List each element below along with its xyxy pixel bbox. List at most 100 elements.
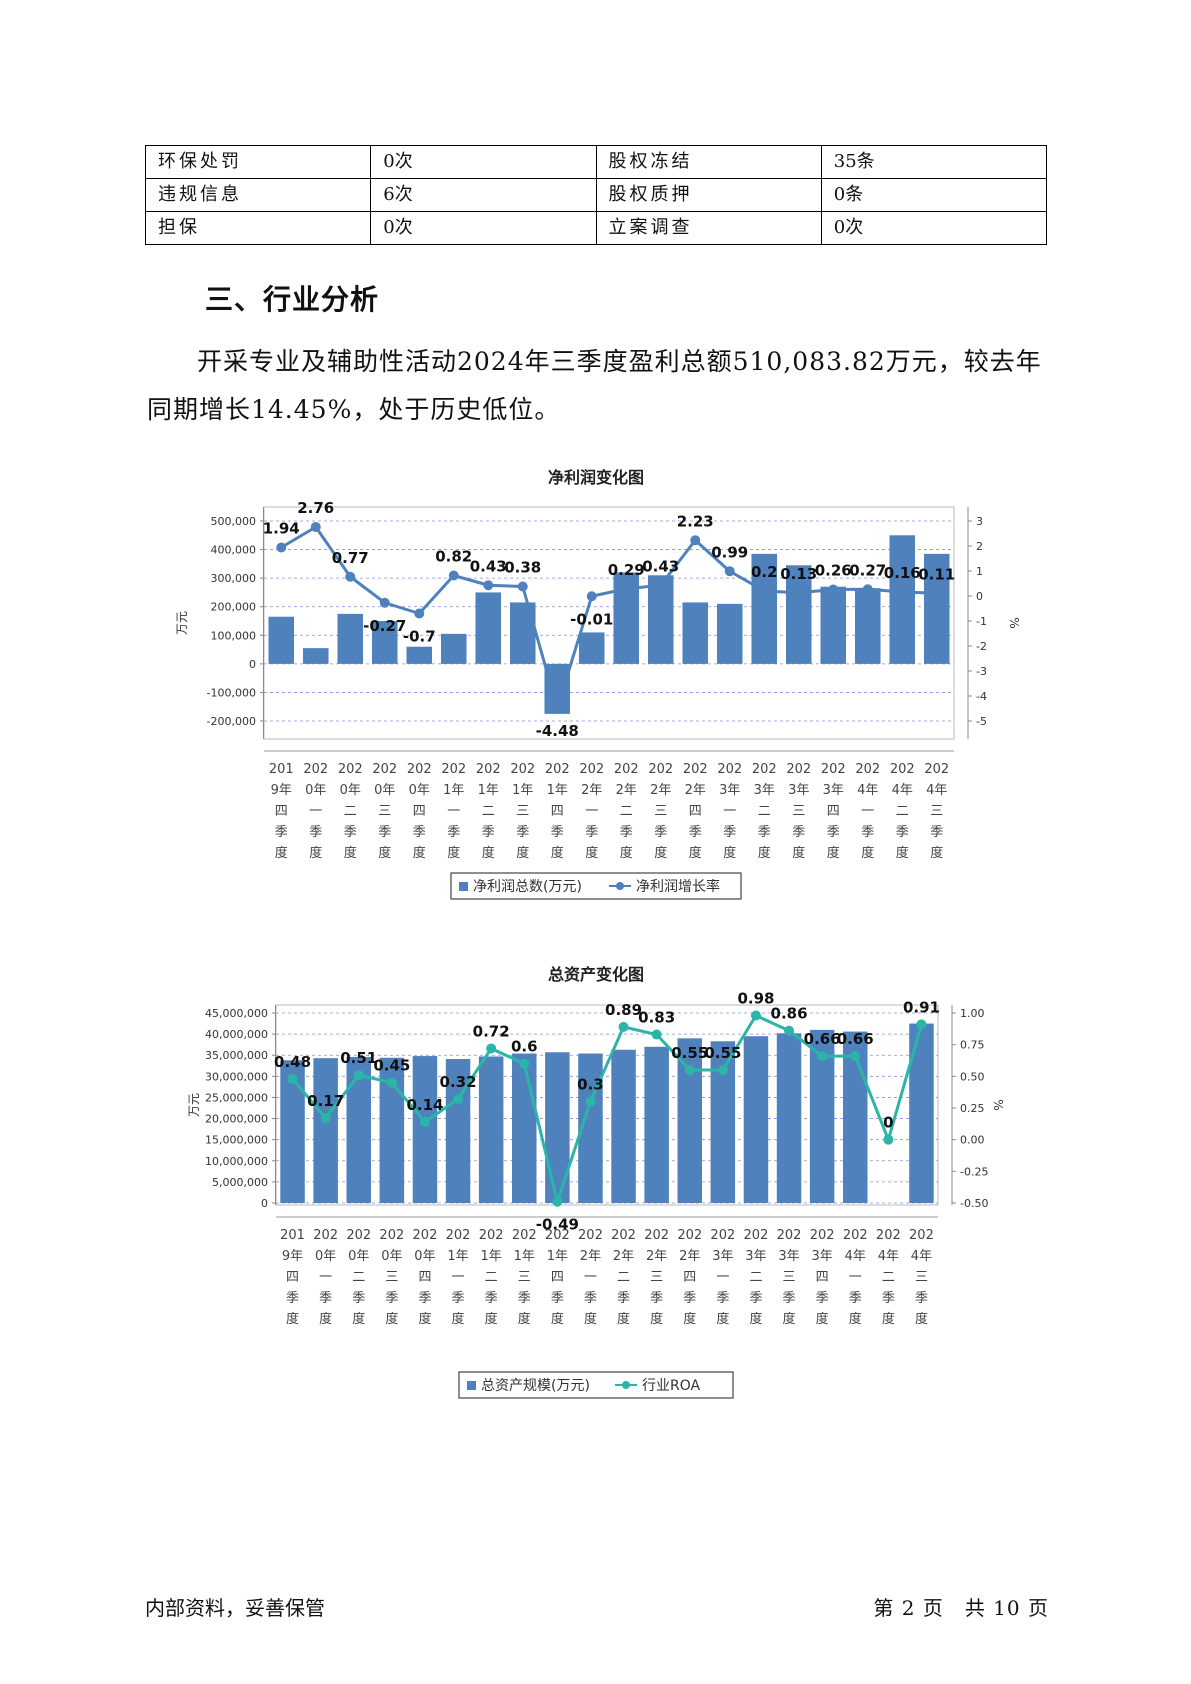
x-tick-label-line: 0年 bbox=[315, 1249, 336, 1264]
y-tick-label: 300,000 bbox=[211, 572, 257, 585]
bar bbox=[478, 1056, 504, 1203]
x-tick-label-line: 季 bbox=[783, 1291, 796, 1306]
x-tick-label-line: 度 bbox=[683, 1311, 696, 1327]
x-tick-label-line: 季 bbox=[827, 825, 840, 840]
y2-tick-label: 0.75 bbox=[960, 1039, 985, 1052]
x-tick-label-line: 四 bbox=[816, 1270, 829, 1285]
x-tick-label-line: 202 bbox=[413, 1228, 438, 1243]
series-line bbox=[280, 525, 937, 710]
legend-bar-swatch bbox=[459, 882, 468, 891]
x-tick-label-line: 202 bbox=[407, 762, 432, 777]
x-tick-label-line: 度 bbox=[783, 1311, 796, 1327]
x-tick-label-line: 202 bbox=[677, 1228, 702, 1243]
x-tick-label-line: 三 bbox=[650, 1270, 663, 1285]
x-tick-label-line: 度 bbox=[309, 845, 322, 861]
bar bbox=[785, 565, 812, 664]
x-tick-label-line: 度 bbox=[413, 845, 426, 861]
x-tick-label-line: 三 bbox=[792, 804, 805, 819]
table-row: 环保处罚 0次 股权冻结 35条 bbox=[144, 145, 1048, 179]
line-point bbox=[453, 1094, 464, 1105]
line-point bbox=[353, 1070, 364, 1081]
line-point bbox=[817, 1051, 828, 1062]
x-tick-label-line: 度 bbox=[915, 1311, 928, 1327]
x-tick-label-line: 一 bbox=[849, 1270, 862, 1285]
x-tick-label-line: 202 bbox=[777, 1228, 802, 1243]
line-point bbox=[276, 542, 287, 553]
x-tick-label-line: 一 bbox=[309, 804, 322, 819]
data-label: -0.49 bbox=[536, 1216, 579, 1234]
chart-legend: 总资产规模(万元) 行业ROA bbox=[458, 1371, 734, 1399]
x-tick-label-line: 季 bbox=[275, 825, 288, 840]
x-tick-label-line: 四 bbox=[286, 1270, 299, 1285]
x-tick-label-line: 0年 bbox=[414, 1249, 435, 1264]
x-tick-label-line: 度 bbox=[344, 845, 357, 861]
x-tick-label-line: 2年 bbox=[650, 783, 671, 798]
x-tick-label-line: 4年 bbox=[892, 783, 913, 798]
x-tick-label-line: 4年 bbox=[878, 1249, 899, 1264]
data-label: 0.83 bbox=[638, 1009, 675, 1027]
x-tick-label-line: 四 bbox=[551, 804, 564, 819]
data-label: 0.11 bbox=[918, 565, 955, 583]
y2-tick-label: -5 bbox=[976, 715, 987, 728]
data-label: 0.82 bbox=[435, 548, 472, 566]
x-tick-label-line: 四 bbox=[827, 804, 840, 819]
legend-bar-swatch bbox=[467, 1381, 476, 1390]
x-tick-label-line: 一 bbox=[716, 1270, 729, 1285]
table-cell-label: 担保 bbox=[144, 211, 372, 245]
x-tick-label-line: 2年 bbox=[685, 783, 706, 798]
x-tick-label: 202 4年三季度 bbox=[924, 762, 949, 861]
x-tick-label-line: 季 bbox=[683, 1291, 696, 1306]
x-tick-label-line: 202 bbox=[313, 1228, 338, 1243]
data-label: 0.26 bbox=[815, 562, 852, 580]
x-tick-label-line: 202 bbox=[648, 762, 673, 777]
x-tick-label-line: 2年 bbox=[646, 1249, 667, 1264]
x-tick-label-line: 度 bbox=[716, 1311, 729, 1327]
line-point bbox=[862, 584, 873, 595]
x-tick-label-line: 202 bbox=[545, 1228, 570, 1243]
data-label: 0.86 bbox=[771, 1005, 808, 1023]
line-point bbox=[883, 1134, 894, 1145]
x-tick-label-line: 0年 bbox=[305, 783, 326, 798]
x-tick-label-line: 四 bbox=[683, 1270, 696, 1285]
bar bbox=[268, 616, 295, 664]
line-point bbox=[793, 587, 804, 598]
table-cell-value: 0次 bbox=[370, 145, 597, 179]
y2-tick-label: 0 bbox=[976, 590, 983, 603]
x-tick-label-line: 季 bbox=[849, 1291, 862, 1306]
data-label: 0.43 bbox=[470, 557, 507, 575]
x-tick-label-line: 3年 bbox=[823, 783, 844, 798]
data-label: 0.72 bbox=[473, 1022, 510, 1040]
y-tick-label: 30,000,000 bbox=[205, 1070, 268, 1083]
data-label: 2.76 bbox=[297, 499, 334, 517]
y-axis-title: 万元 bbox=[175, 611, 189, 635]
x-tick-label-line: 度 bbox=[816, 1311, 829, 1327]
y-tick-label: -100,000 bbox=[207, 686, 256, 699]
x-tick-label-line: 度 bbox=[758, 845, 771, 861]
x-tick-label-line: 季 bbox=[344, 825, 357, 840]
section-title: 三、行业分析 bbox=[205, 283, 380, 316]
x-tick-label-line: 度 bbox=[319, 1311, 332, 1327]
x-tick-label-line: 3年 bbox=[745, 1249, 766, 1264]
x-tick-label-line: 季 bbox=[482, 825, 495, 840]
x-tick-label-line: 三 bbox=[516, 804, 529, 819]
y2-tick-label: -2 bbox=[976, 640, 987, 653]
data-label: -0.7 bbox=[403, 628, 436, 646]
data-label: 0.66 bbox=[804, 1030, 841, 1048]
y2-tick-label: 0.00 bbox=[960, 1134, 985, 1147]
x-tick-label-line: 度 bbox=[896, 845, 909, 861]
line-point bbox=[519, 1058, 530, 1069]
x-tick-label-line: 202 bbox=[786, 762, 811, 777]
bar bbox=[313, 1058, 338, 1203]
x-tick-label-line: 度 bbox=[485, 1311, 498, 1327]
data-label: 0.99 bbox=[711, 543, 748, 561]
x-tick-label-line: 202 bbox=[821, 762, 846, 777]
line-point bbox=[483, 580, 494, 591]
y2-tick-label: -4 bbox=[976, 690, 987, 703]
line-point bbox=[621, 583, 632, 594]
